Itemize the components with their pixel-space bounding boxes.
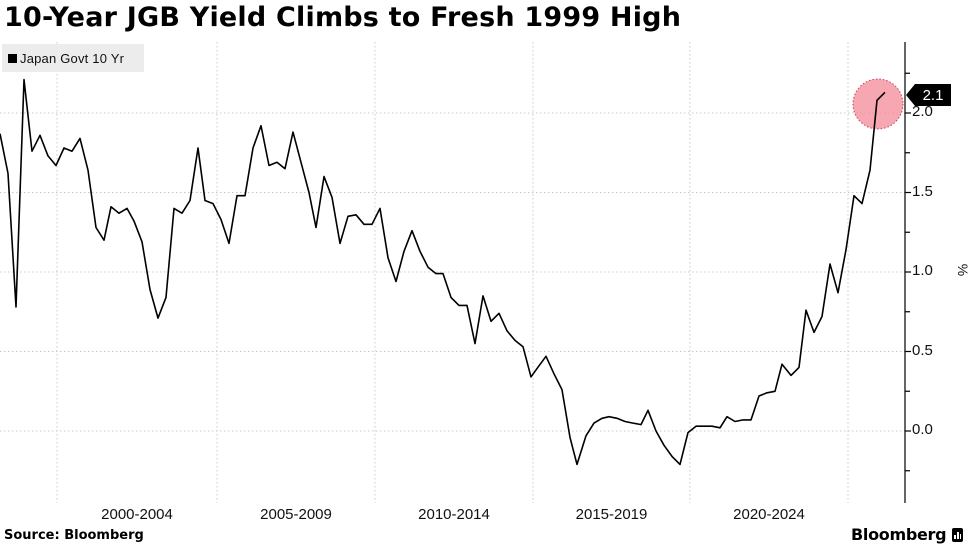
- y-axis-ticks: [905, 72, 911, 472]
- source-note: Source: Bloomberg: [4, 528, 144, 543]
- brand-name: Bloomberg: [851, 525, 947, 544]
- series-line-japan-govt-10yr: [0, 78, 886, 466]
- legend-swatch-icon: [8, 53, 17, 63]
- highlight-circle: [852, 78, 904, 130]
- last-value-arrow-icon: [906, 84, 915, 106]
- gridlines: [0, 42, 905, 503]
- x-tick-label: 2000-2004: [101, 506, 173, 523]
- y-tick-label: 0.0: [912, 421, 933, 438]
- x-tick-label: 2020-2024: [733, 506, 805, 523]
- legend-label: Japan Govt 10 Yr: [20, 50, 125, 66]
- y-tick-label: 2.0: [912, 103, 933, 120]
- x-tick-label: 2015-2019: [575, 506, 648, 523]
- y-axis-unit: %: [955, 263, 972, 277]
- x-tick-label: 2005-2009: [260, 506, 332, 523]
- bloomberg-logo: Bloomberg: [851, 525, 964, 544]
- y-tick-label: 0.5: [912, 341, 933, 359]
- y-tick-label: 1.0: [912, 262, 933, 279]
- x-tick-label: 2010-2014: [418, 506, 490, 523]
- last-value-tag: 2.1: [915, 84, 951, 106]
- chart-title: 10-Year JGB Yield Climbs to Fresh 1999 H…: [4, 2, 682, 33]
- y-tick-label: 1.5: [912, 182, 933, 200]
- bloomberg-chart-icon: [952, 527, 964, 542]
- legend: Japan Govt 10 Yr: [2, 44, 144, 72]
